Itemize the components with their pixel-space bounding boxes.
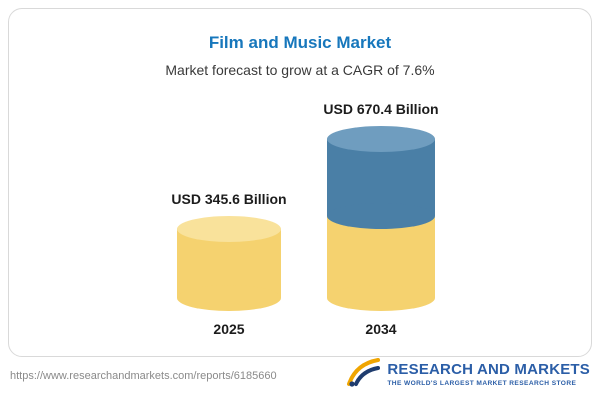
bar-group-2025: USD 345.6 Billion 2025 [171,191,287,337]
chart-card: Film and Music Market Market forecast to… [8,8,592,357]
bar-value-label-2025: USD 345.6 Billion [171,191,287,207]
researchandmarkets-logo-icon [347,357,381,392]
cylinder-2025-bottom-cap [177,285,281,311]
chart-title: Film and Music Market [208,33,392,52]
cylinder-2034 [327,126,435,311]
cylinder-2034-bottom-cap [327,285,435,311]
logo-title: RESEARCH AND MARKETS [387,360,590,378]
cylinder-2034-segment-junction-cap [327,203,435,229]
cylinder-2034-yellow-segment [327,216,435,298]
chart-subtitle: Market forecast to grow at a CAGR of 7.6… [165,62,435,78]
researchandmarkets-logo: RESEARCH AND MARKETS THE WORLD'S LARGEST… [347,357,590,392]
x-axis-label-2025: 2025 [213,321,245,337]
logo-tagline: THE WORLD'S LARGEST MARKET RESEARCH STOR… [387,380,577,388]
logo-text-block: RESEARCH AND MARKETS THE WORLD'S LARGEST… [387,360,590,388]
bar-group-2034: USD 670.4 Billion 2034 [323,101,439,337]
x-axis-label-2034: 2034 [365,321,397,337]
bar-value-label-2034: USD 670.4 Billion [323,101,439,117]
cylinder-2025-top-cap [177,216,281,242]
source-url: https://www.researchandmarkets.com/repor… [10,370,277,382]
cylinder-2034-top-cap [327,126,435,152]
cylinder-2025 [177,216,281,311]
